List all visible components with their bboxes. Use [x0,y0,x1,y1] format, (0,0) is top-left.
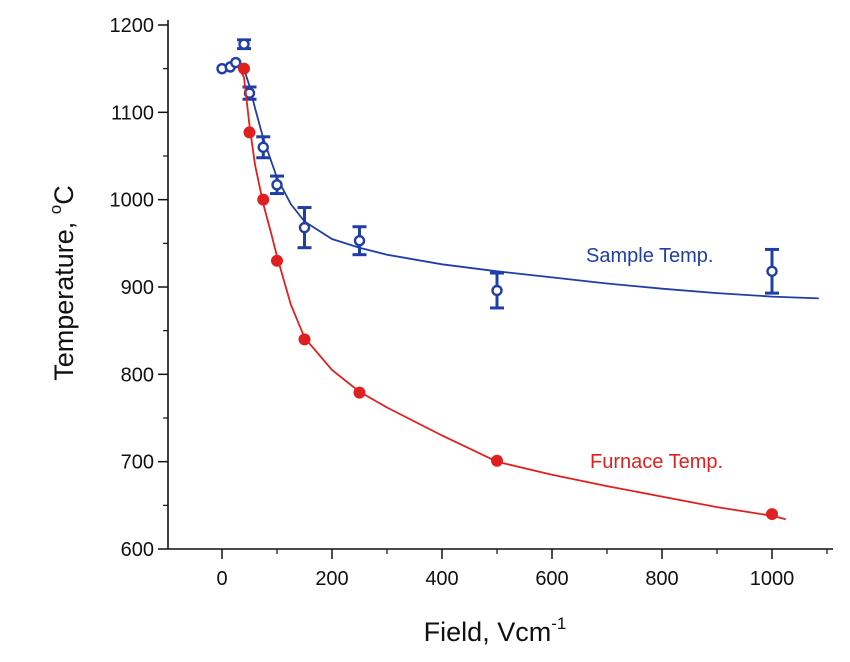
furnace-temp-point [238,62,250,75]
furnace-temp-point [766,508,778,521]
furnace-temp-point [257,193,270,206]
furnace-temp-point [243,126,256,139]
sample-temp-point [257,141,269,153]
furnace-temp-series [237,62,787,521]
axes [167,20,833,550]
y-tick-label: 1200 [110,15,155,37]
y-tick-label: 900 [121,277,154,299]
sample-temp-point [491,284,503,297]
sample-temp-point [230,56,242,69]
furnace-temp-point [298,333,311,346]
y-tick-label: 1000 [110,190,155,212]
y-tick-label: 1100 [111,102,154,124]
sample-temp-label: Sample Temp. [586,245,713,267]
x-tick-label: 1000 [750,568,795,590]
x-tick-label: 200 [315,568,348,590]
y-axis-title: Temperature, oC [46,185,79,381]
x-axis-title: Field, Vcm-1 [424,614,567,647]
furnace-temp-fit-line [237,66,787,521]
x-tick-label: 0 [216,568,227,590]
x-tick-label: 600 [535,568,568,590]
sample-temp-point [271,179,283,191]
y-tick-label: 600 [121,539,154,561]
sample-temp-point [238,38,250,50]
sample-temp-fit-line [235,61,819,300]
y-tick-label: 800 [121,364,154,386]
axis-ticks: 0 200 400 600 800 1000 600 700 800 900 1000 1100 120… [110,15,828,590]
furnace-temp-point [491,454,503,467]
x-tick-label: 800 [645,568,678,590]
sample-temp-point [353,235,366,247]
furnace-temp-label: Furnace Temp. [590,451,723,473]
sample-temp-series [216,38,819,310]
sample-temp-point [766,265,778,277]
furnace-temp-point [353,386,366,399]
furnace-temp-point [271,254,283,267]
x-tick-label: 400 [425,568,458,590]
y-tick-label: 700 [121,452,154,474]
sample-temp-point [298,221,311,234]
series-layer [216,38,819,521]
